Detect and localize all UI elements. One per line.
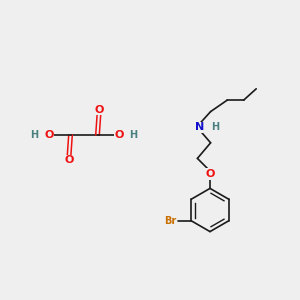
Text: O: O (44, 130, 54, 140)
Text: H: H (30, 130, 39, 140)
Text: N: N (195, 122, 204, 132)
Text: H: H (211, 122, 219, 132)
Text: H: H (129, 130, 138, 140)
Text: O: O (94, 105, 104, 115)
Text: O: O (205, 169, 215, 179)
Text: O: O (114, 130, 124, 140)
Text: Br: Br (164, 216, 176, 226)
Text: O: O (64, 155, 74, 165)
